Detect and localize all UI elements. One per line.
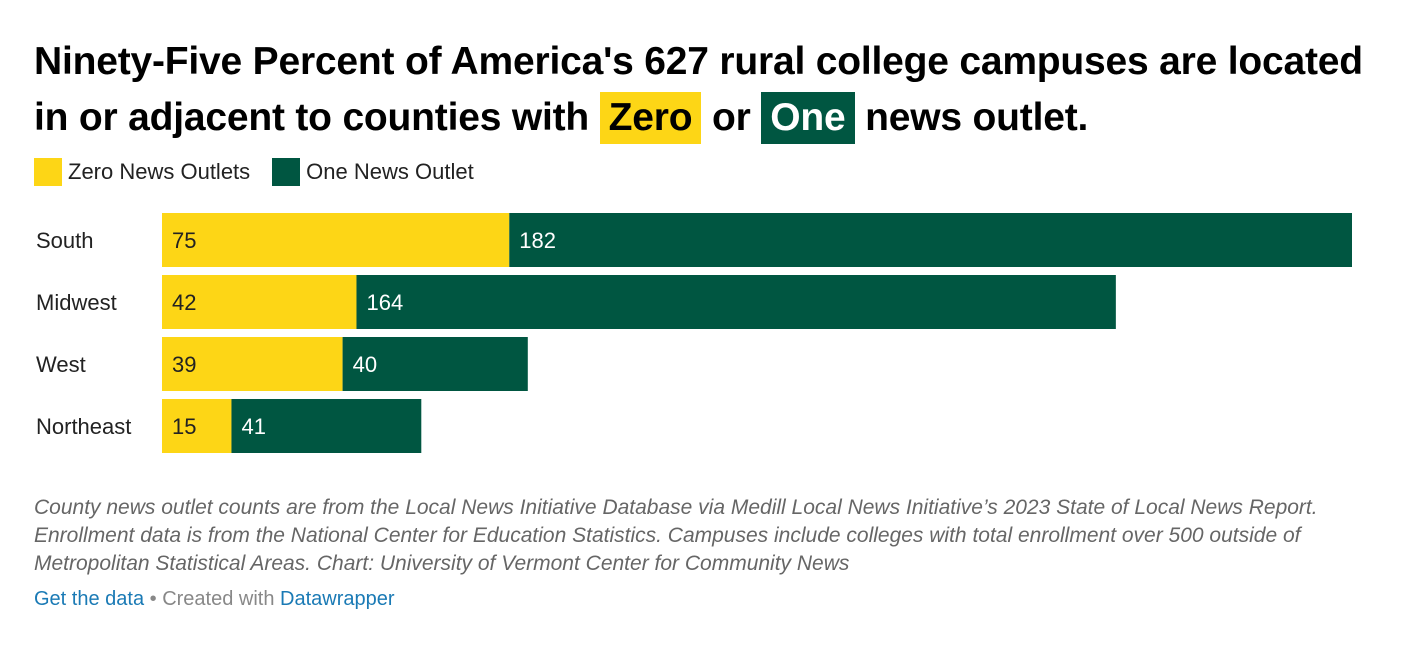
footer: Get the data • Created with Datawrapper [34, 588, 395, 611]
bar-northeast-zero [162, 399, 232, 453]
title-middle: or [712, 96, 751, 139]
legend-item-one: One News Outlet [272, 158, 474, 186]
value-label-south-zero: 75 [172, 228, 196, 253]
title-zero-highlight: Zero [599, 92, 702, 144]
legend-item-zero: Zero News Outlets [34, 158, 250, 186]
title-part1: Ninety-Five Percent of America's 627 rur… [34, 40, 1363, 139]
value-label-west-one: 40 [353, 352, 377, 377]
bar-northeast-one [231, 399, 422, 453]
legend-swatch-zero [34, 158, 62, 186]
bar-chart: South 75 182 Midwest 42 164 West 39 40 Northeast 1… [36, 213, 1353, 453]
bar-south-one [509, 213, 1353, 267]
value-label-northeast-one: 41 [241, 414, 265, 439]
value-label-midwest-zero: 42 [172, 290, 196, 315]
get-data-link[interactable]: Get the data [34, 588, 145, 610]
category-label-west: West [36, 352, 86, 377]
legend-label-zero: Zero News Outlets [68, 159, 251, 184]
category-label-northeast: Northeast [36, 414, 131, 439]
footer-separator: • Created with [144, 588, 281, 610]
value-label-west-zero: 39 [172, 352, 196, 377]
legend-label-one: One News Outlet [306, 159, 474, 184]
value-label-northeast-zero: 15 [172, 414, 196, 439]
bar-midwest-one [356, 275, 1116, 329]
legend-swatch-one [272, 158, 301, 186]
chart-notes: County news outlet counts are from the L… [34, 496, 1318, 575]
category-label-midwest: Midwest [36, 290, 117, 315]
bar-midwest-zero [162, 275, 357, 329]
datawrapper-link[interactable]: Datawrapper [280, 588, 395, 610]
title-part2: news outlet. [865, 96, 1089, 139]
title-one-highlight: One [761, 92, 855, 144]
bar-west-zero [162, 337, 343, 391]
legend: Zero News Outlets One News Outlet [34, 158, 474, 186]
bar-south-zero [162, 213, 510, 267]
category-label-south: South [36, 228, 94, 253]
value-label-south-one: 182 [519, 228, 556, 253]
chart-title: Ninety-Five Percent of America's 627 rur… [34, 34, 1374, 146]
value-label-midwest-one: 164 [366, 290, 403, 315]
bar-west-one [342, 337, 528, 391]
